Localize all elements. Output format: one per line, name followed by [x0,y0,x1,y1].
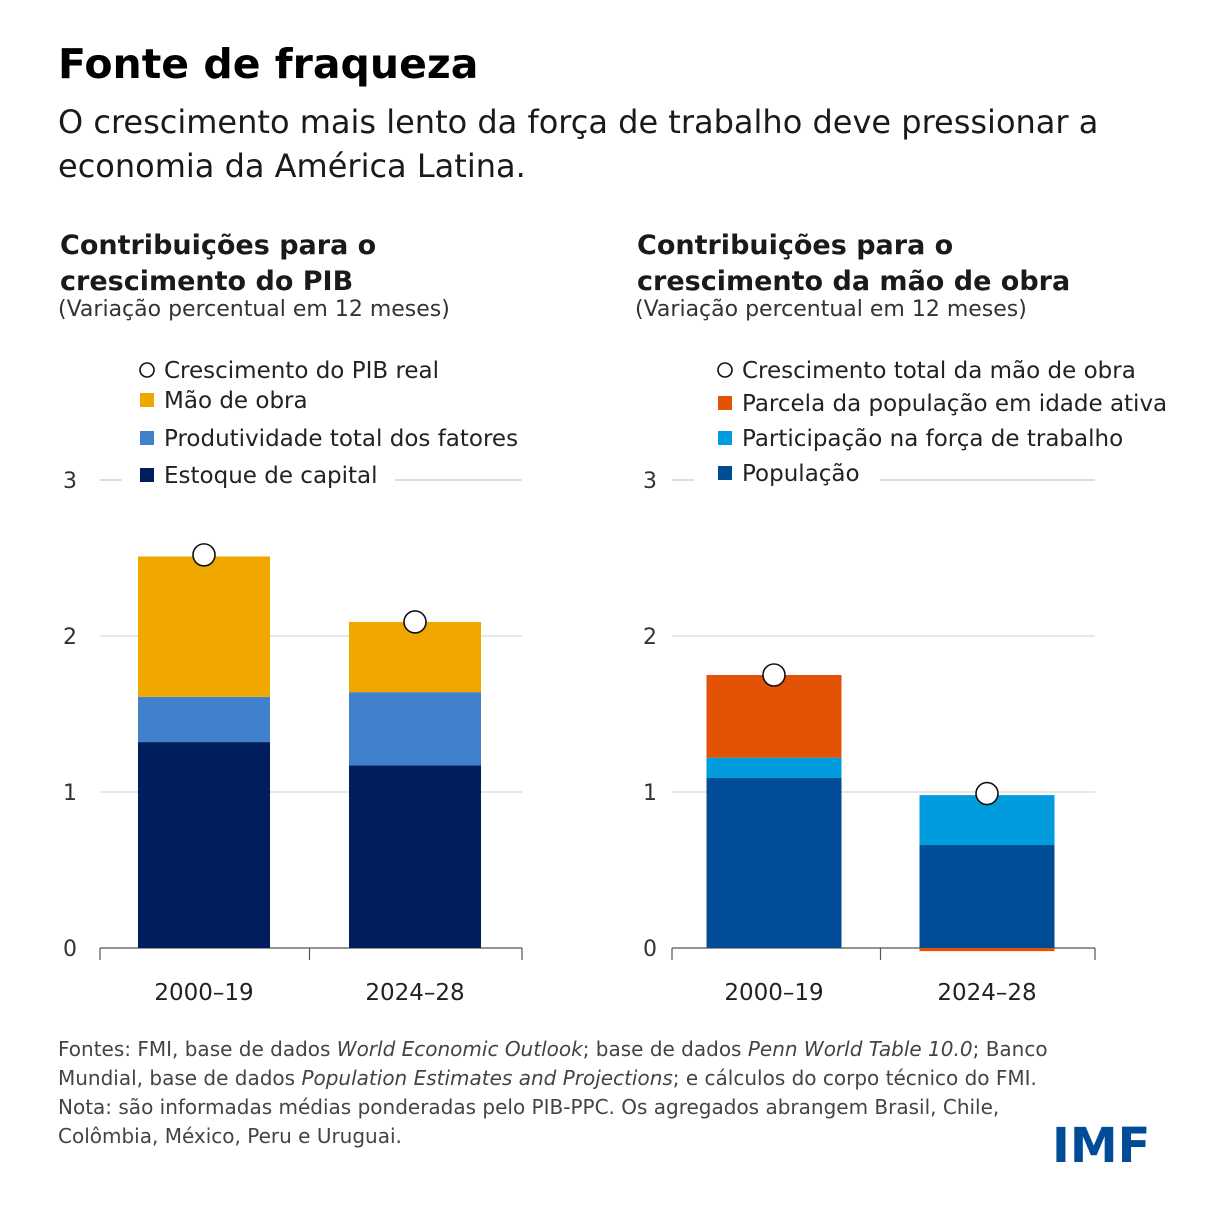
bar-segment [138,696,270,743]
legend-swatch [140,431,154,445]
y-tick-label: 3 [63,469,77,494]
legend-label: Estoque de capital [164,463,378,489]
total-marker [403,610,427,634]
y-tick-label: 1 [63,781,77,806]
y-tick-label: 2 [643,625,657,650]
x-tick-label: 2000–19 [154,980,253,1006]
legend-label: Produtividade total dos fatores [164,426,518,452]
legend-marker-circle [717,362,733,378]
legend-swatch [718,431,732,445]
x-tick-label: 2024–28 [937,980,1036,1006]
sources-segment: World Economic Outlook [336,1037,583,1061]
imf-logo: IMF [1052,1118,1150,1168]
total-marker [192,543,216,567]
chart-1-subtitle: (Variação percentual em 12 meses) [58,297,450,322]
gdp-contributions-chart: 0 1 2 3 2000–19 2024–28 Crescimento do PIB rea… [63,358,523,1006]
legend-label: Crescimento do PIB real [164,358,439,384]
chart-1-title-line-1: Contribuições para o [60,230,377,261]
chart-2-title-line-1: Contribuições para o [637,230,954,261]
y-tick-label: 3 [643,469,657,494]
bar-segment [138,556,270,697]
weights-note: Nota: são informadas médias ponderadas p… [58,1095,1000,1148]
bar-segment [706,757,842,778]
bar-segment [349,765,481,948]
bar-segment [919,948,1055,952]
footnote: Fontes: FMI, base de dados World Economi… [58,1035,1048,1151]
legend-marker-circle [139,362,155,378]
legend-swatch [140,468,154,482]
labor-contributions-chart: 0 1 2 3 2000–19 2024–28 Crescimento total da m… [643,358,1167,1006]
legend-label: Parcela da população em idade ativa [742,391,1167,417]
legend-swatch [140,393,154,407]
sources-segment: ; base de dados [582,1037,748,1061]
bar-segment [706,675,842,758]
legend-swatch [718,396,732,410]
sources-note: Fontes: FMI, base de dados World Economi… [58,1035,1048,1093]
sources-segment: Population Estimates and Projections [301,1066,673,1090]
chart-2-title: Contribuições para o crescimento da mão … [637,228,1070,300]
chart-2-title-line-2: crescimento da mão de obra [637,266,1071,297]
y-tick-label: 0 [643,937,657,962]
page-title: Fonte de fraqueza [58,40,479,88]
sources-segment: ; Banco Mundial, base de dados [58,1037,1048,1090]
chart-1-title-line-2: crescimento do PIB [60,266,354,297]
legend-label: Mão de obra [164,388,308,414]
imf-logo-text: IMF [1052,1118,1150,1168]
legend-label: Participação na força de trabalho [742,426,1123,452]
y-tick-label: 0 [63,937,77,962]
total-marker [975,781,999,806]
bar-segment [706,777,842,948]
page-subtitle: O crescimento mais lento da força de tra… [58,103,1099,185]
bar-segment [919,845,1055,948]
legend-swatch [718,466,732,480]
bar-segment [349,692,481,766]
y-tick-label: 1 [643,781,657,806]
sources-segment: Fontes: FMI, base de dados [58,1037,337,1061]
bar-segment [138,742,270,948]
sources-segment: Penn World Table 10.0 [747,1037,973,1061]
sources-segment: ; e cálculos do corpo técnico do FMI. [672,1066,1037,1090]
x-tick-label: 2024–28 [365,980,464,1006]
y-tick-label: 2 [63,625,77,650]
legend-label: Crescimento total da mão de obra [742,358,1136,384]
legend-label: População [742,461,860,487]
chart-2-subtitle: (Variação percentual em 12 meses) [635,297,1027,322]
total-marker [762,663,786,687]
x-tick-label: 2000–19 [724,980,823,1006]
chart-1-title: Contribuições para o crescimento do PIB [60,228,376,300]
